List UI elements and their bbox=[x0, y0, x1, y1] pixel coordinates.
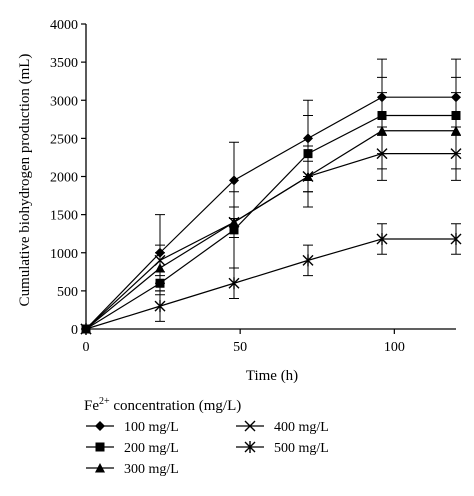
legend-item: 400 mg/L bbox=[236, 420, 329, 435]
x-tick-label: 0 bbox=[83, 340, 90, 355]
series-5 bbox=[80, 223, 462, 335]
legend-item: 200 mg/L bbox=[86, 441, 179, 456]
series-line bbox=[85, 238, 456, 330]
series-line bbox=[85, 153, 456, 330]
legend-label: 100 mg/L bbox=[124, 420, 179, 435]
y-tick-label: 500 bbox=[57, 285, 78, 300]
legend-item: 300 mg/L bbox=[86, 462, 179, 477]
legend-marker bbox=[244, 420, 256, 432]
legend-items: 100 mg/L 200 mg/L 300 mg/L 400 mg/L 500 mg/L bbox=[86, 420, 329, 477]
data-point bbox=[228, 216, 240, 228]
legend-item: 100 mg/L bbox=[86, 420, 179, 435]
axis-ticks: 0 500 1000 1500 2000 2500 3000 3500 4000 0 50 100 bbox=[50, 18, 405, 355]
series-line bbox=[85, 114, 456, 330]
legend-item: 500 mg/L bbox=[236, 441, 329, 456]
legend-marker bbox=[95, 442, 105, 452]
y-tick-label: 1500 bbox=[50, 209, 78, 224]
y-tick-label: 2500 bbox=[50, 132, 78, 147]
data-point bbox=[302, 171, 314, 182]
data-point bbox=[376, 233, 388, 246]
data-point bbox=[228, 277, 240, 290]
legend-marker bbox=[95, 421, 105, 431]
data-point bbox=[302, 254, 314, 267]
legend-label: 400 mg/L bbox=[274, 420, 329, 435]
legend-title: Fe2+ concentration (mg/L) bbox=[84, 396, 241, 414]
plot-area: 0 500 1000 1500 2000 2500 3000 3500 4000 0 50 100 bbox=[50, 18, 462, 355]
x-axis-label: Time (h) bbox=[246, 368, 298, 384]
data-point bbox=[450, 148, 462, 160]
legend-label: 300 mg/L bbox=[124, 462, 179, 477]
data-point bbox=[376, 148, 388, 160]
series-line bbox=[85, 130, 456, 330]
y-tick-label: 2000 bbox=[50, 171, 78, 186]
legend-marker bbox=[95, 463, 105, 473]
y-tick-label: 4000 bbox=[50, 18, 78, 33]
y-axis-label: Cumulative biohydrogen production (mL) bbox=[17, 54, 33, 307]
x-tick-label: 50 bbox=[233, 340, 247, 355]
series-4 bbox=[80, 126, 462, 335]
y-tick-label: 3000 bbox=[50, 94, 78, 109]
series-1 bbox=[81, 58, 461, 334]
data-point bbox=[154, 300, 166, 313]
legend-label: 500 mg/L bbox=[274, 441, 329, 456]
data-point bbox=[80, 323, 92, 335]
x-tick-label: 100 bbox=[384, 340, 405, 355]
y-tick-label: 3500 bbox=[50, 56, 78, 71]
legend-label: 200 mg/L bbox=[124, 441, 179, 456]
series-layer bbox=[80, 58, 462, 335]
data-point bbox=[154, 254, 166, 266]
legend: Fe2+ concentration (mg/L) 100 mg/L 200 mg… bbox=[84, 396, 329, 477]
data-point bbox=[450, 233, 462, 246]
legend-marker bbox=[244, 441, 256, 453]
data-point bbox=[229, 175, 239, 186]
y-tick-label: 0 bbox=[71, 323, 78, 338]
y-tick-label: 1000 bbox=[50, 247, 78, 262]
series-2 bbox=[81, 76, 461, 334]
series-line bbox=[85, 96, 456, 330]
